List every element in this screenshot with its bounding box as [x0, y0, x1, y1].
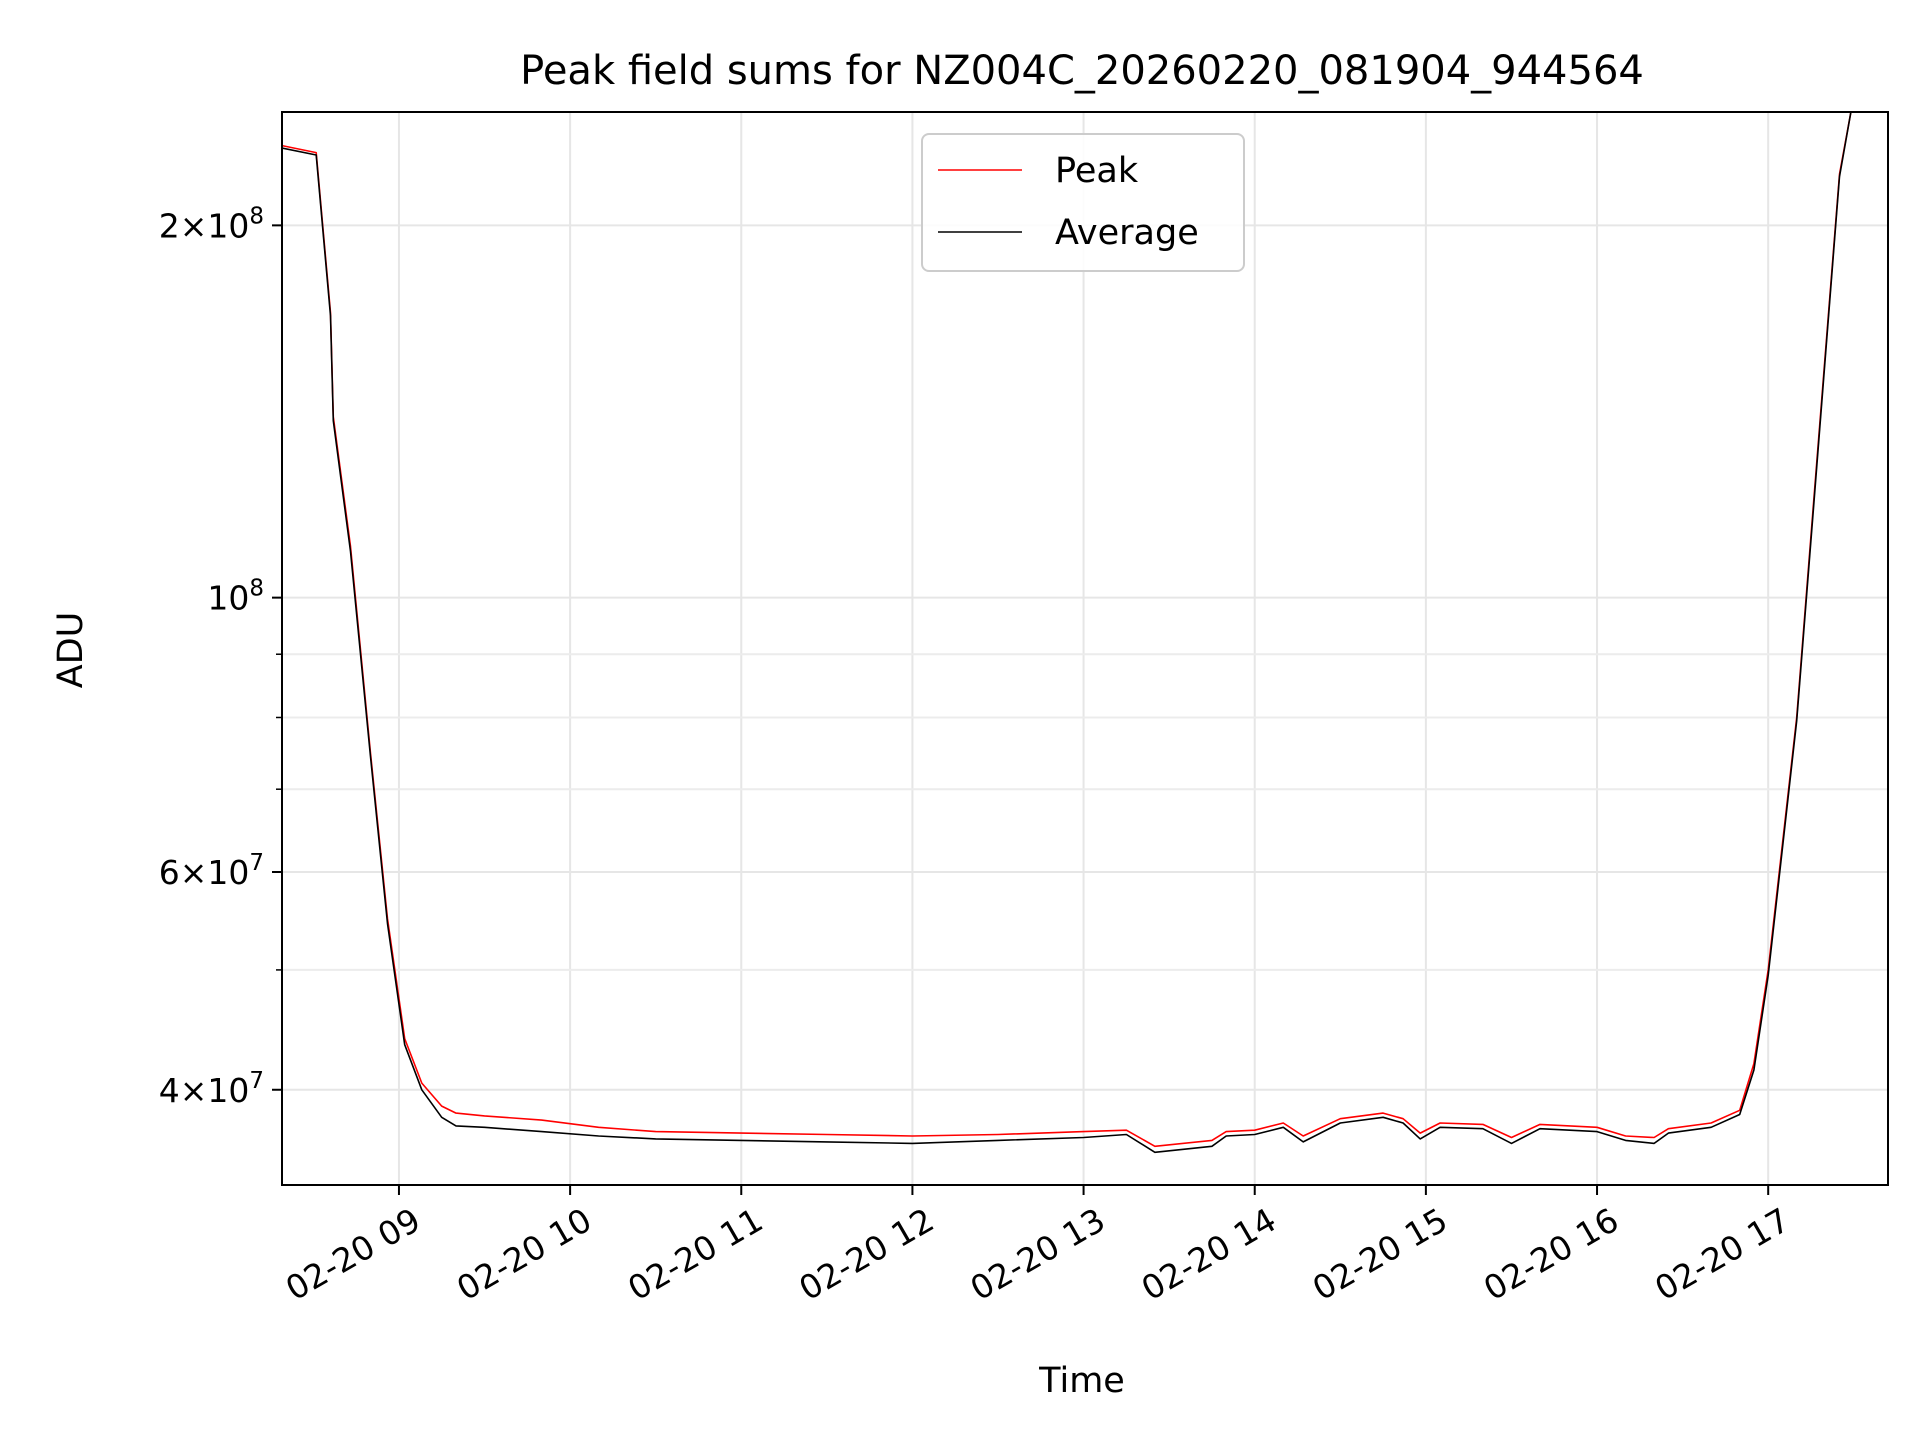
y-tick-label: 4×107 [159, 1068, 264, 1110]
y-tick-label: 6×107 [159, 850, 264, 892]
legend: Peak Average [921, 133, 1245, 272]
series-line-peak [282, 112, 1852, 1148]
y-tick-label: 108 [207, 576, 264, 618]
grid [282, 112, 1888, 1185]
plot-frame [281, 111, 1889, 1186]
legend-box [921, 133, 1245, 272]
y-axis-label: ADU [51, 612, 91, 689]
y-tick-label: 2×108 [159, 203, 264, 245]
series-line-average [282, 112, 1852, 1154]
legend-label-peak: Peak [1055, 151, 1139, 191]
series-layer [282, 112, 1852, 1154]
y-axis: 4×107 6×107 108 2×108 [159, 203, 282, 1110]
legend-label-average: Average [1055, 213, 1199, 253]
x-axis-label: Time [1038, 1361, 1125, 1401]
chart-title: Peak field sums for NZ004C_20260220_0819… [520, 48, 1644, 94]
